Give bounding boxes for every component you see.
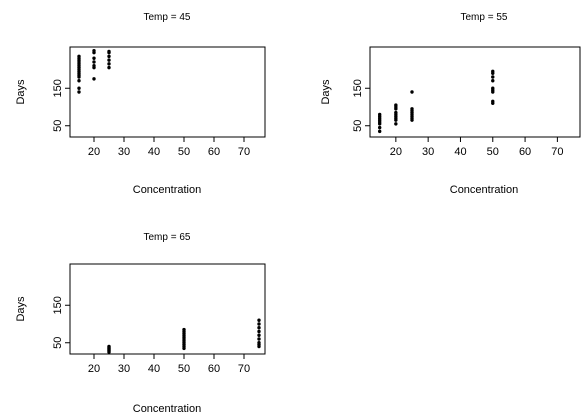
y-axis-label: Days: [15, 296, 27, 322]
x-tick-label: 20: [88, 363, 100, 375]
data-point: [92, 77, 96, 81]
x-tick-label: 30: [422, 146, 434, 158]
x-tick-label: 20: [390, 146, 402, 158]
data-point: [92, 60, 96, 64]
data-point: [491, 86, 495, 90]
data-point: [77, 79, 81, 83]
data-point: [410, 107, 414, 111]
data-point: [107, 54, 111, 59]
x-tick-label: 70: [238, 363, 250, 375]
y-tick-label: 50: [52, 120, 64, 132]
x-axis-label: Concentration: [133, 403, 202, 415]
x-tick-label: 50: [178, 146, 190, 158]
panel-title: Temp = 45: [144, 12, 191, 23]
x-tick-label: 30: [118, 363, 130, 375]
data-point: [491, 75, 495, 79]
data-point: [92, 64, 96, 68]
data-point: [491, 79, 495, 83]
x-tick-label: 20: [88, 146, 100, 158]
data-point: [491, 69, 495, 74]
x-tick-label: 50: [178, 363, 190, 375]
data-point: [257, 322, 261, 326]
plot-frame: [69, 263, 266, 355]
data-point: [377, 129, 382, 134]
panel-temp-65: Temp = 65 Concentration Days 20 30 40 50 60 7…: [15, 232, 266, 415]
data-point: [77, 54, 81, 59]
x-tick-label: 70: [238, 146, 250, 158]
data-point: [257, 326, 261, 330]
data-point: [77, 90, 81, 94]
data-point: [107, 344, 111, 349]
panel-title: Temp = 65: [144, 232, 191, 243]
data-point: [377, 112, 382, 117]
x-tick-label: 40: [148, 363, 160, 375]
x-tick-label: 70: [551, 146, 563, 158]
panel-temp-45: Temp = 45 Concentration Days 20 30 40 50 60 7…: [15, 12, 266, 196]
data-point: [257, 337, 261, 341]
panel-title: Temp = 55: [461, 12, 508, 23]
data-point: [107, 65, 111, 70]
data-point: [394, 103, 398, 107]
data-point: [257, 318, 261, 322]
panel-temp-55: Temp = 55 Concentration Days 20 30 40 50 60 7…: [320, 12, 581, 196]
data-point: [491, 99, 495, 104]
y-axis-label: Days: [15, 79, 27, 105]
data-point: [257, 341, 261, 345]
data-point: [257, 329, 261, 334]
x-axis-label: Concentration: [133, 184, 202, 196]
data-point: [410, 90, 414, 94]
y-axis-label: Days: [320, 79, 332, 105]
y-tick-label: 150: [352, 79, 364, 97]
data-point: [107, 62, 111, 66]
x-tick-label: 30: [118, 146, 130, 158]
data-point: [377, 125, 382, 130]
data-point: [92, 49, 96, 53]
x-tick-label: 50: [487, 146, 499, 158]
data-point: [107, 49, 111, 54]
data-point: [394, 110, 398, 115]
x-tick-label: 40: [454, 146, 466, 158]
data-point: [92, 56, 96, 60]
data-point: [394, 122, 398, 126]
y-tick-label: 150: [52, 79, 64, 97]
plot-frame: [69, 46, 266, 138]
x-tick-label: 60: [208, 363, 220, 375]
x-tick-label: 40: [148, 146, 160, 158]
y-tick-label: 50: [352, 120, 364, 132]
y-tick-label: 50: [52, 337, 64, 349]
x-tick-label: 60: [519, 146, 531, 158]
plot-frame: [369, 46, 581, 138]
data-point: [182, 327, 186, 332]
data-point: [257, 333, 261, 337]
x-tick-label: 60: [208, 146, 220, 158]
x-axis-label: Concentration: [450, 184, 519, 196]
data-point: [77, 86, 81, 90]
data-point: [107, 58, 111, 62]
y-tick-label: 150: [52, 296, 64, 314]
